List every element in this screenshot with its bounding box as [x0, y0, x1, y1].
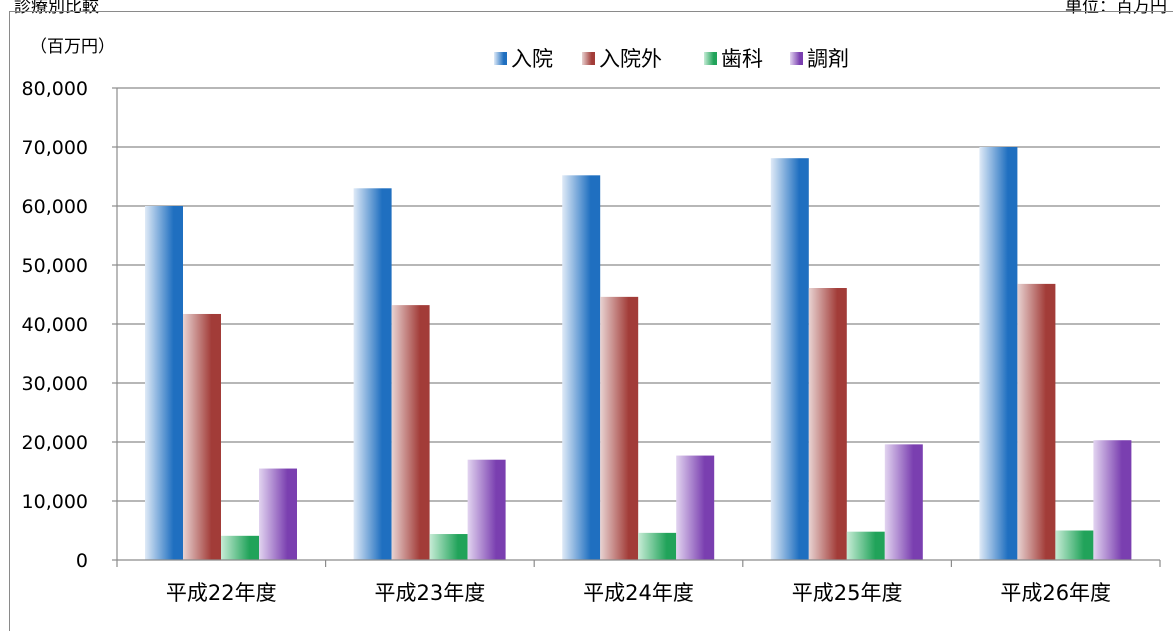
bar-入院-平成26年度: [979, 147, 1018, 560]
bar-入院外-平成24年度: [600, 296, 639, 560]
bar-入院-平成25年度: [770, 158, 809, 560]
bar-入院-平成24年度: [562, 175, 601, 560]
legend-label: 入院外: [599, 47, 662, 71]
chart-frame: [9, 11, 1173, 631]
x-category-label: 平成26年度: [1000, 581, 1111, 605]
bar-歯科-平成24年度: [638, 532, 677, 560]
y-tick-label: 10,000: [22, 491, 88, 513]
x-category-label: 平成24年度: [583, 581, 694, 605]
bar-入院外-平成22年度: [183, 313, 221, 560]
y-tick-label: 40,000: [22, 314, 88, 336]
legend-label: 入院: [511, 47, 553, 71]
bar-歯科-平成26年度: [1055, 530, 1094, 560]
y-axis-unit-label: （百万円）: [30, 37, 115, 57]
bar-調剤-平成23年度: [467, 459, 506, 560]
bar-調剤-平成24年度: [676, 455, 715, 560]
bar-入院-平成22年度: [145, 206, 183, 560]
bar-歯科-平成23年度: [429, 534, 468, 560]
bar-入院外-平成25年度: [808, 288, 847, 560]
bar-調剤-平成25年度: [884, 444, 923, 560]
unit-label: 単位：百万円: [1065, 0, 1167, 17]
legend-swatch: [582, 52, 595, 65]
bar-調剤-平成22年度: [259, 468, 297, 560]
x-category-label: 平成25年度: [792, 581, 903, 605]
legend-label: 歯科: [721, 47, 763, 71]
axes: 0 10,000 20,000 30,000 40,000 50,000 60,000 70,…: [22, 78, 1161, 605]
bar-入院-平成23年度: [353, 188, 392, 561]
bar-歯科-平成25年度: [846, 531, 885, 560]
bar-歯科-平成22年度: [221, 535, 259, 560]
bar-入院外-平成23年度: [391, 305, 430, 560]
y-tick-label: 50,000: [22, 255, 88, 277]
x-category-label: 平成22年度: [166, 581, 277, 605]
legend-label: 調剤: [807, 47, 849, 71]
chart-page-title: 診療別比較: [14, 0, 99, 17]
y-tick-label: 30,000: [22, 373, 88, 395]
y-tick-label: 0: [76, 550, 88, 572]
bars: [145, 147, 1132, 561]
x-category-label: 平成23年度: [375, 581, 486, 605]
legend-swatch: [494, 52, 507, 65]
y-tick-label: 60,000: [22, 196, 88, 218]
legend-swatch: [790, 52, 803, 65]
legend-swatch: [704, 52, 717, 65]
y-tick-label: 80,000: [22, 78, 88, 100]
bar-調剤-平成26年度: [1093, 440, 1132, 560]
legend: 入院 入院外 歯科 調剤: [494, 47, 849, 71]
y-tick-label: 70,000: [22, 137, 88, 159]
y-tick-label: 20,000: [22, 432, 88, 454]
bar-入院外-平成26年度: [1017, 283, 1056, 560]
